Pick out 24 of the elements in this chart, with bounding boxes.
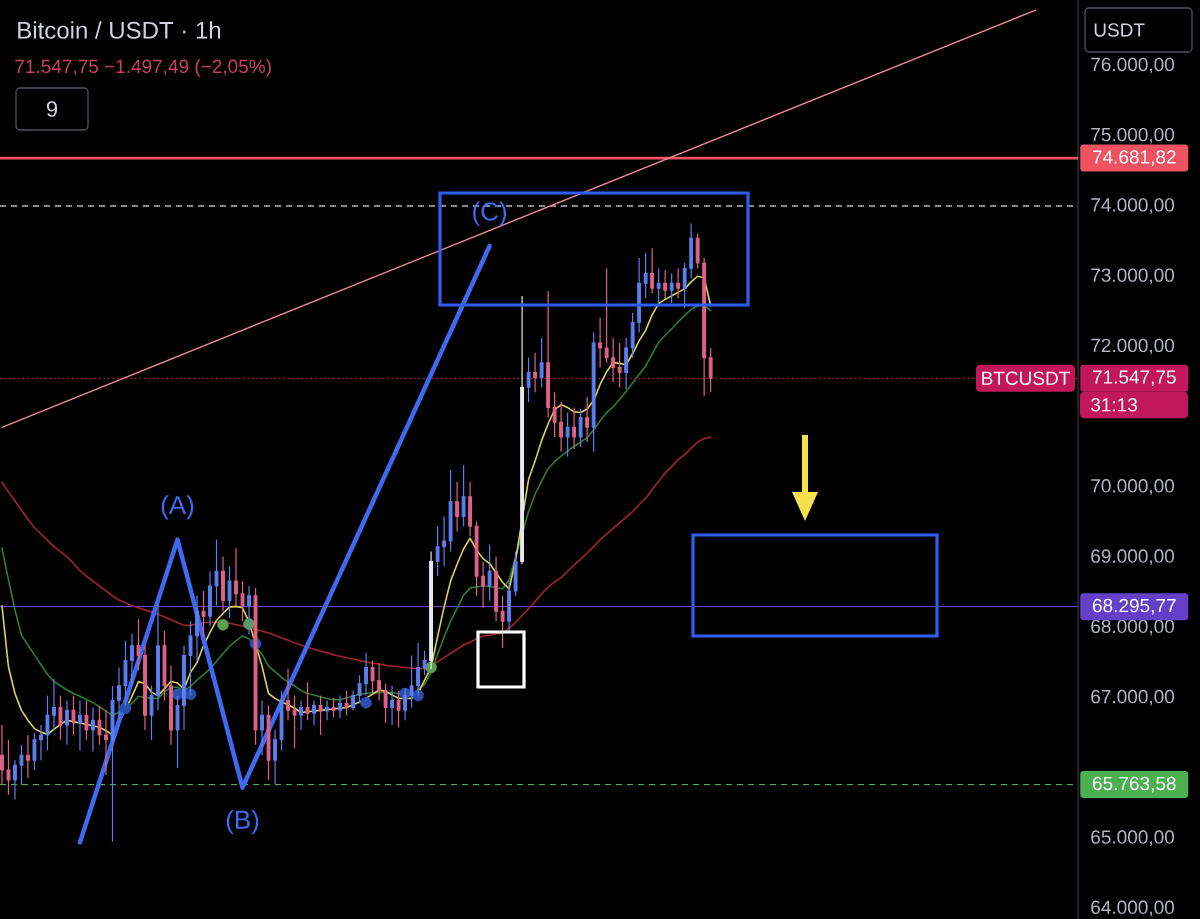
data-label: (C) <box>473 201 507 226</box>
annotation: 9 <box>46 101 58 117</box>
ref-line-label: 65.763,58 <box>1092 776 1176 793</box>
text: USDT <box>1094 23 1145 37</box>
data-label: (B) <box>226 809 259 835</box>
y-tick-label: 72.000,00 <box>1091 338 1175 355</box>
y-tick-label: 74.000,00 <box>1091 198 1175 214</box>
y-tick-label: 64.000,00 <box>1091 900 1175 917</box>
annotation: BTCUSDT <box>982 371 1070 385</box>
y-tick-label: 76.000,00 <box>1091 57 1175 74</box>
y-tick-label: 75.000,00 <box>1091 127 1175 144</box>
y-tick-label: 67.000,00 <box>1091 689 1175 706</box>
ref-line-label: 71.547,75 <box>1092 370 1176 387</box>
text: 71.547,75 −1.497,49 (−2,05%) <box>15 59 271 77</box>
ref-line-label: 68.295,77 <box>1092 598 1176 615</box>
y-tick-label: 70.000,00 <box>1091 479 1175 495</box>
text: 31:13 <box>1091 398 1137 412</box>
text: Bitcoin / USDT · 1h <box>18 21 221 39</box>
y-tick-label: 65.000,00 <box>1091 830 1175 847</box>
data-label: (A) <box>161 495 194 520</box>
y-tick-label: 68.000,00 <box>1091 619 1175 636</box>
y-tick-label: 69.000,00 <box>1091 549 1175 566</box>
y-tick-label: 73.000,00 <box>1091 268 1175 285</box>
ref-line-label: 74.681,82 <box>1092 150 1176 166</box>
